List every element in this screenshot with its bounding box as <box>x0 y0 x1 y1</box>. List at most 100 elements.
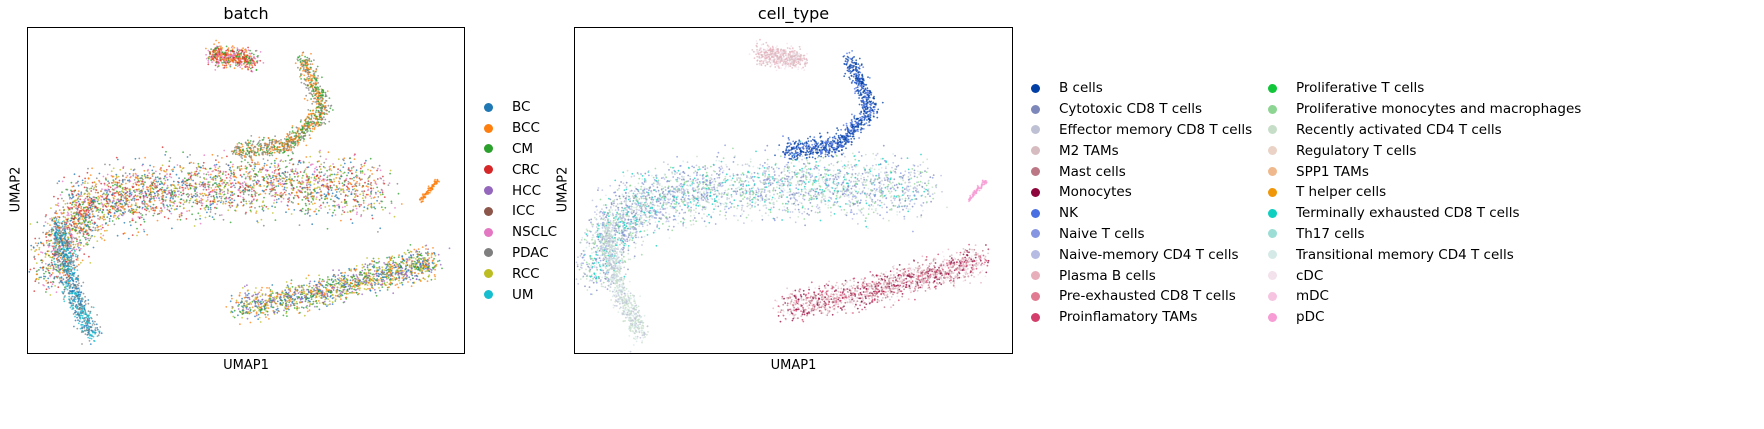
scatter-point <box>225 171 227 173</box>
scatter-point <box>185 200 188 203</box>
scatter-point <box>241 67 244 70</box>
scatter-point <box>311 123 314 125</box>
scatter-point <box>32 246 35 249</box>
scatter-point <box>79 226 82 229</box>
scatter-point <box>221 64 224 66</box>
scatter-point <box>93 323 96 326</box>
scatter-point <box>94 185 97 187</box>
scatter-point <box>340 213 343 216</box>
scatter-point <box>309 63 312 65</box>
scatter-point <box>245 202 248 205</box>
scatter-point <box>99 209 101 212</box>
scatter-point <box>68 214 70 217</box>
scatter-point <box>73 289 76 292</box>
scatter-point <box>95 196 98 199</box>
scatter-point <box>104 229 106 232</box>
scatter-point <box>298 180 301 183</box>
scatter-point <box>294 175 296 178</box>
scatter-point <box>149 190 152 193</box>
scatter-point <box>159 177 162 180</box>
scatter-point <box>124 211 126 213</box>
scatter-point <box>201 204 203 207</box>
scatter-point <box>310 176 313 179</box>
scatter-point <box>77 190 80 193</box>
scatter-point <box>119 206 122 208</box>
scatter-point <box>195 187 197 190</box>
scatter-point <box>47 246 50 248</box>
scatter-point <box>99 236 102 239</box>
scatter-point <box>307 68 309 70</box>
scatter-point <box>176 218 179 221</box>
scatter-point <box>78 249 81 252</box>
scatter-point <box>209 176 212 179</box>
scatter-point <box>132 174 135 177</box>
scatter-point <box>184 180 187 183</box>
scatter-point <box>248 189 251 191</box>
scatter-point <box>293 179 295 182</box>
scatter-point <box>291 130 294 132</box>
scatter-point <box>50 228 53 231</box>
scatter-point <box>104 188 106 191</box>
scatter-point <box>55 210 57 213</box>
scatter-point <box>84 231 87 234</box>
scatter-point <box>254 195 257 197</box>
scatter-point <box>318 160 320 163</box>
scatter-point <box>239 174 242 177</box>
scatter-point <box>340 188 343 191</box>
scatter-point <box>52 229 55 232</box>
scatter-point <box>315 111 317 113</box>
scatter-point <box>78 195 80 198</box>
scatter-point <box>96 240 99 243</box>
scatter-point <box>69 272 71 275</box>
scatter-point <box>287 198 289 201</box>
scatter-point <box>190 175 192 178</box>
scatter-point <box>231 194 234 197</box>
scatter-point <box>232 163 234 166</box>
scatter-point <box>292 152 294 155</box>
scatter-point <box>79 304 81 307</box>
scatter-point <box>247 185 249 188</box>
scatter-point <box>180 198 183 201</box>
scatter-point <box>228 179 231 182</box>
scatter-point <box>167 186 169 189</box>
scatter-point <box>249 209 252 212</box>
scatter-point <box>70 274 73 277</box>
scatter-point <box>143 199 145 202</box>
scatter-point <box>219 59 222 62</box>
scatter-point <box>301 177 303 179</box>
scatter-point <box>168 191 171 194</box>
scatter-point <box>61 261 64 264</box>
scatter-point <box>257 221 259 224</box>
scatter-point <box>63 271 66 274</box>
scatter-point <box>310 191 313 194</box>
scatter-point <box>340 164 342 167</box>
scatter-point <box>301 128 304 131</box>
scatter-point <box>209 200 212 203</box>
scatter-point <box>367 180 370 183</box>
scatter-point <box>72 248 74 250</box>
scatter-point <box>117 217 120 220</box>
scatter-point <box>111 220 114 222</box>
scatter-point <box>86 230 89 232</box>
scatter-point <box>88 327 90 329</box>
scatter-point <box>108 163 111 166</box>
scatter-point <box>266 147 268 150</box>
scatter-point <box>282 143 284 145</box>
scatter-point <box>261 208 264 211</box>
scatter-point <box>288 199 291 202</box>
scatter-point <box>283 151 285 154</box>
scatter-point <box>342 166 345 169</box>
scatter-point <box>90 199 92 202</box>
scatter-point <box>104 205 107 207</box>
scatter-point <box>206 211 208 214</box>
scatter-point <box>182 179 184 181</box>
scatter-point <box>302 181 305 184</box>
scatter-point <box>253 167 256 170</box>
scatter-point <box>289 176 291 178</box>
scatter-point <box>118 181 120 184</box>
scatter-point <box>294 137 297 140</box>
scatter-point <box>298 161 300 164</box>
scatter-point <box>235 151 238 153</box>
scatter-point <box>78 175 81 178</box>
scatter-point <box>70 197 73 200</box>
